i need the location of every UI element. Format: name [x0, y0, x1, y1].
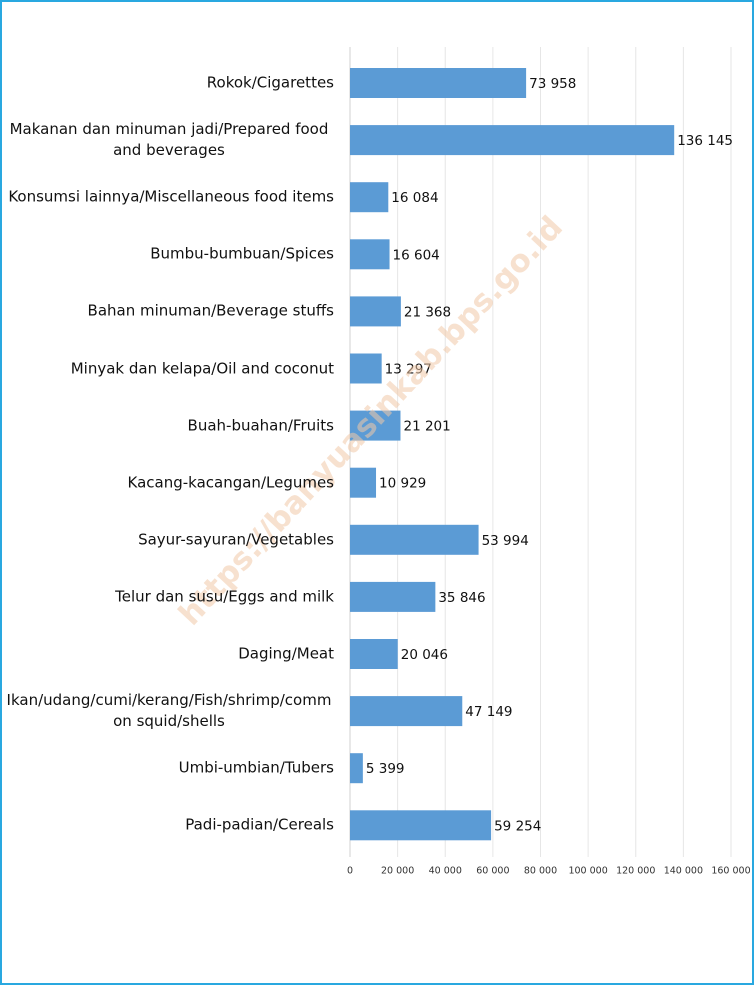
value-label: 73 958 — [529, 76, 576, 92]
bar — [350, 810, 492, 841]
category-label: Rokok/Cigarettes — [4, 73, 334, 94]
category-text: Makanan dan minuman jadi/Prepared food a… — [9, 120, 329, 160]
category-text: Telur dan susu/Eggs and milk — [115, 587, 334, 606]
value-label: 136 145 — [677, 133, 733, 149]
value-label: 16 604 — [393, 247, 440, 263]
x-tick-label: 0 — [347, 866, 353, 877]
category-label: Buah-buahan/Fruits — [4, 415, 334, 436]
category-label: Sayur-sayuran/Vegetables — [4, 529, 334, 550]
bar — [350, 696, 463, 727]
category-text: Daging/Meat — [238, 644, 334, 663]
value-label: 5 399 — [366, 761, 405, 777]
category-text: Umbi-umbian/Tubers — [178, 758, 334, 777]
category-label: Minyak dan kelapa/Oil and coconut — [4, 358, 334, 379]
bar — [350, 410, 401, 441]
bar — [350, 239, 390, 270]
x-tick-label: 120 000 — [616, 866, 655, 877]
x-tick-label: 40 000 — [429, 866, 462, 877]
bar — [350, 639, 398, 669]
bar — [350, 524, 479, 555]
bar — [350, 753, 363, 784]
value-label: 21 368 — [404, 304, 451, 320]
category-text: Ikan/udang/cumi/kerang/Fish/shrimp/commo… — [6, 691, 332, 731]
bar — [350, 125, 675, 156]
category-label: Konsumsi lainnya/Miscellaneous food item… — [4, 187, 334, 208]
value-label: 59 254 — [494, 818, 541, 834]
category-text: Konsumsi lainnya/Miscellaneous food item… — [8, 187, 334, 206]
value-label: 21 201 — [403, 419, 450, 435]
category-text: Rokok/Cigarettes — [206, 73, 334, 92]
x-tick-label: 160 000 — [711, 866, 750, 877]
category-label: Padi-padian/Cereals — [4, 815, 334, 836]
x-tick-label: 20 000 — [381, 866, 414, 877]
value-label: 53 994 — [482, 533, 529, 549]
value-label: 16 084 — [391, 190, 438, 206]
category-text: Kacang-kacangan/Legumes — [127, 473, 334, 492]
category-text: Sayur-sayuran/Vegetables — [138, 530, 334, 549]
bar — [350, 353, 382, 384]
x-tick-label: 80 000 — [524, 866, 557, 877]
value-label: 47 149 — [465, 704, 512, 720]
category-text: Bahan minuman/Beverage stuffs — [87, 301, 334, 320]
category-label: Ikan/udang/cumi/kerang/Fish/shrimp/commo… — [4, 690, 334, 732]
category-label: Makanan dan minuman jadi/Prepared food a… — [4, 119, 334, 161]
value-label: 35 846 — [438, 590, 485, 606]
category-label: Kacang-kacangan/Legumes — [4, 472, 334, 493]
bar — [350, 296, 401, 327]
bar — [350, 581, 436, 612]
category-label: Daging/Meat — [4, 644, 334, 665]
category-label: Bahan minuman/Beverage stuffs — [4, 301, 334, 322]
category-label: Telur dan susu/Eggs and milk — [4, 586, 334, 607]
x-tick-label: 100 000 — [568, 866, 607, 877]
bar — [350, 68, 527, 98]
category-text: Minyak dan kelapa/Oil and coconut — [70, 359, 334, 377]
bar — [350, 182, 389, 213]
value-label: 10 929 — [379, 476, 426, 492]
category-text: Padi-padian/Cereals — [185, 815, 334, 834]
x-tick-label: 60 000 — [476, 866, 509, 877]
category-label: Bumbu-bumbuan/Spices — [4, 244, 334, 265]
bar — [350, 467, 377, 498]
value-label: 13 297 — [385, 362, 432, 378]
category-text: Bumbu-bumbuan/Spices — [150, 244, 334, 263]
value-label: 20 046 — [401, 647, 448, 663]
category-text: Buah-buahan/Fruits — [187, 416, 334, 435]
x-tick-label: 140 000 — [664, 866, 703, 877]
category-label: Umbi-umbian/Tubers — [4, 758, 334, 779]
